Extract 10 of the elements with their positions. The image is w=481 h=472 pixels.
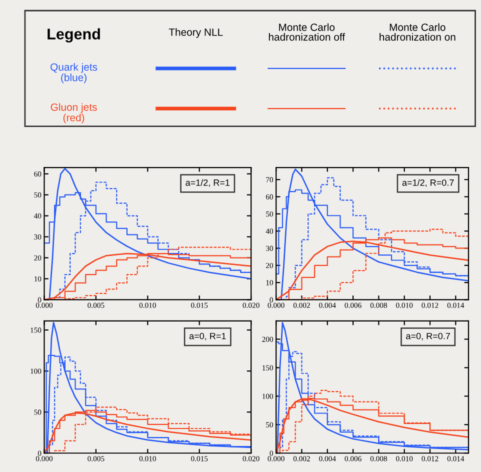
annotation: a=0, R=0.7 — [406, 332, 450, 340]
annotation: a=1/2, R=1 — [186, 179, 230, 187]
category-label: Monte Carlo hadronization off — [268, 23, 346, 41]
annotation: a=1/2, R=0.7 — [402, 179, 454, 187]
category-label: Quark jets (blue) — [50, 63, 98, 84]
category-label: Theory NLL — [168, 28, 223, 38]
category-label: Monte Carlo hadronization on — [380, 23, 456, 41]
annotation: a=0, R=1 — [189, 332, 226, 340]
category-label: Gluon jets (red) — [50, 103, 97, 124]
text: Legend — [48, 28, 100, 43]
